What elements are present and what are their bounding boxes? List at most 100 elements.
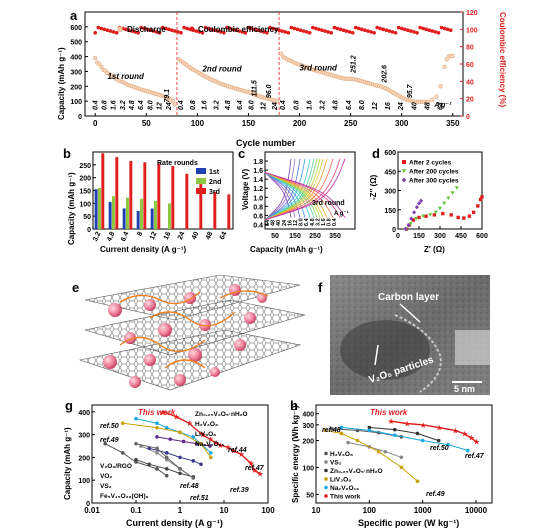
this-work-star: ★ — [159, 408, 166, 417]
rate-label: 24 — [272, 102, 279, 111]
legend-label: H₂V₃O₈ — [195, 421, 218, 428]
series-point — [134, 457, 138, 462]
y2-tick-label: 40 — [466, 79, 474, 86]
ce-point — [353, 25, 358, 30]
tem-bright-corner — [455, 330, 490, 365]
x-tick-label: 12 — [149, 231, 159, 241]
legend-label: Na₂V₆O₁₆ — [330, 485, 359, 492]
bar — [140, 198, 143, 229]
panel-c-xlabel: Capacity (mAh g⁻¹) — [250, 245, 323, 254]
bar — [213, 191, 217, 229]
ce-point — [176, 30, 180, 34]
legend-swatch — [196, 178, 206, 184]
series-point — [178, 471, 182, 476]
legend-label: V₂O₃/RGO — [100, 463, 132, 470]
x-tick-label: 10000 — [465, 506, 488, 515]
this-work-star: ★ — [230, 447, 237, 456]
tem-carbon-layer-edge — [394, 314, 442, 393]
ce-point — [249, 26, 254, 31]
ce-point — [406, 28, 410, 32]
x-tick-label: 10 — [220, 506, 229, 515]
x-tick-label: 24 — [177, 231, 187, 241]
ce-point — [166, 27, 171, 32]
series-point — [339, 425, 344, 430]
x-tick-label: 150 — [413, 233, 425, 240]
y-tick-label: 300 — [78, 433, 90, 440]
y-tick-label: 300 — [302, 423, 314, 430]
ce-point — [268, 25, 272, 30]
this-work-star: ★ — [461, 429, 468, 438]
rate-label: 0.8 — [190, 100, 197, 110]
series-point — [178, 455, 182, 460]
series-point — [164, 455, 169, 460]
ce-point — [369, 30, 373, 34]
ce-point — [200, 31, 205, 35]
bar — [168, 203, 171, 229]
bar — [157, 163, 161, 229]
series-point — [208, 451, 213, 455]
y2-tick-label: 80 — [466, 45, 474, 52]
panel-g-label: g — [65, 398, 73, 413]
x-tick-label: 350 — [446, 119, 460, 128]
ce-point — [320, 28, 324, 32]
particle — [244, 312, 256, 324]
bar — [227, 194, 231, 229]
panel-a-y2label: Coulombic efficiency (%) — [498, 12, 507, 107]
rate-label: 0.4 — [280, 100, 287, 110]
unit-label: A g⁻¹ — [433, 102, 452, 109]
this-work-star: ★ — [388, 417, 395, 426]
nyquist-point — [480, 195, 484, 199]
ce-point — [219, 30, 223, 34]
ce-point — [332, 25, 337, 30]
series-point — [346, 440, 350, 445]
ce-point — [234, 28, 238, 32]
panel-b-label: b — [63, 146, 71, 161]
series-point — [120, 451, 125, 455]
series-point — [194, 441, 199, 446]
nyquist-point — [411, 218, 416, 222]
rate-label: 64 — [265, 219, 271, 226]
rate-label: 12 — [372, 102, 379, 110]
this-work-star: ★ — [199, 431, 206, 440]
ce-point — [280, 29, 284, 33]
nyquist-point — [450, 191, 455, 196]
bar — [154, 200, 157, 229]
ce-point — [295, 27, 300, 32]
tem-carbon-arrow — [399, 303, 421, 323]
series-point — [181, 439, 186, 444]
x-tick-label: 0 — [396, 233, 400, 240]
particle — [144, 299, 156, 311]
ce-point — [108, 29, 113, 33]
ref-label: ref.47 — [245, 465, 265, 472]
series-point — [134, 416, 138, 421]
ce-point — [182, 25, 186, 30]
this-work-star: ★ — [217, 441, 224, 450]
ce-point — [277, 28, 281, 32]
series-point — [399, 455, 404, 460]
ce-point — [356, 26, 361, 31]
series-point — [323, 428, 328, 433]
ce-point — [445, 27, 450, 32]
rate-label: 48 — [424, 102, 431, 111]
nyquist-point — [438, 206, 442, 211]
series-point — [355, 438, 360, 443]
ce-point — [255, 28, 260, 32]
series-line — [369, 427, 439, 442]
panel-h-ylabel: Specific energy (Wh kg⁻¹) — [291, 405, 300, 503]
ce-point — [130, 29, 134, 33]
rate-label: 12 — [260, 102, 267, 110]
this-work-star: ★ — [468, 434, 475, 443]
bar — [136, 211, 140, 229]
ce-point — [387, 29, 392, 33]
round-label: 2nd round — [201, 64, 242, 73]
y-tick-label: 300 — [384, 189, 396, 196]
ce-point — [139, 25, 143, 30]
rate-label: 8.0 — [249, 100, 256, 110]
bar — [171, 166, 175, 229]
rate-label: 3.2 — [320, 100, 327, 110]
this-work-label: This work — [138, 408, 176, 417]
ce-point — [326, 30, 330, 34]
v2o5-particles — [103, 284, 267, 388]
ce-point — [335, 26, 340, 31]
